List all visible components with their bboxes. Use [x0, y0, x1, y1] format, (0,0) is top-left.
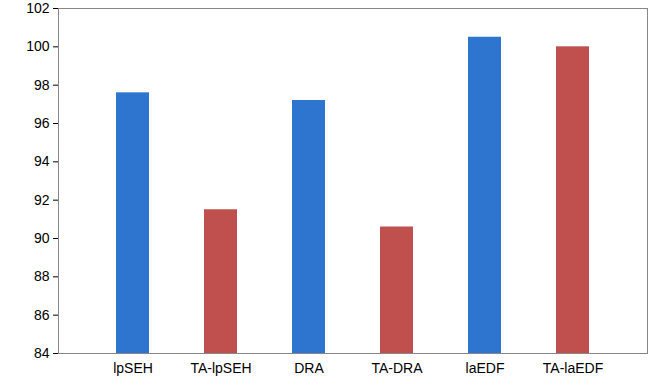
svg-text:lpSEH: lpSEH — [113, 360, 153, 376]
svg-text:TA-DRA: TA-DRA — [371, 360, 423, 376]
svg-text:TA-lpSEH: TA-lpSEH — [190, 360, 251, 376]
svg-text:102: 102 — [26, 0, 50, 16]
svg-text:100: 100 — [26, 38, 50, 54]
svg-text:86: 86 — [34, 307, 50, 323]
svg-text:84: 84 — [34, 345, 50, 361]
svg-text:92: 92 — [34, 192, 50, 208]
svg-text:96: 96 — [34, 115, 50, 131]
svg-text:TA-laEDF: TA-laEDF — [543, 360, 603, 376]
svg-text:laEDF: laEDF — [466, 360, 505, 376]
svg-text:90: 90 — [34, 230, 50, 246]
svg-text:88: 88 — [34, 268, 50, 284]
svg-text:94: 94 — [34, 153, 50, 169]
svg-text:98: 98 — [34, 77, 50, 93]
svg-text:DRA: DRA — [294, 360, 324, 376]
